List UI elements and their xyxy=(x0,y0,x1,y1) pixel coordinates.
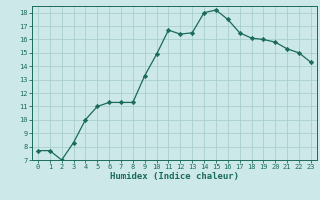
X-axis label: Humidex (Indice chaleur): Humidex (Indice chaleur) xyxy=(110,172,239,181)
